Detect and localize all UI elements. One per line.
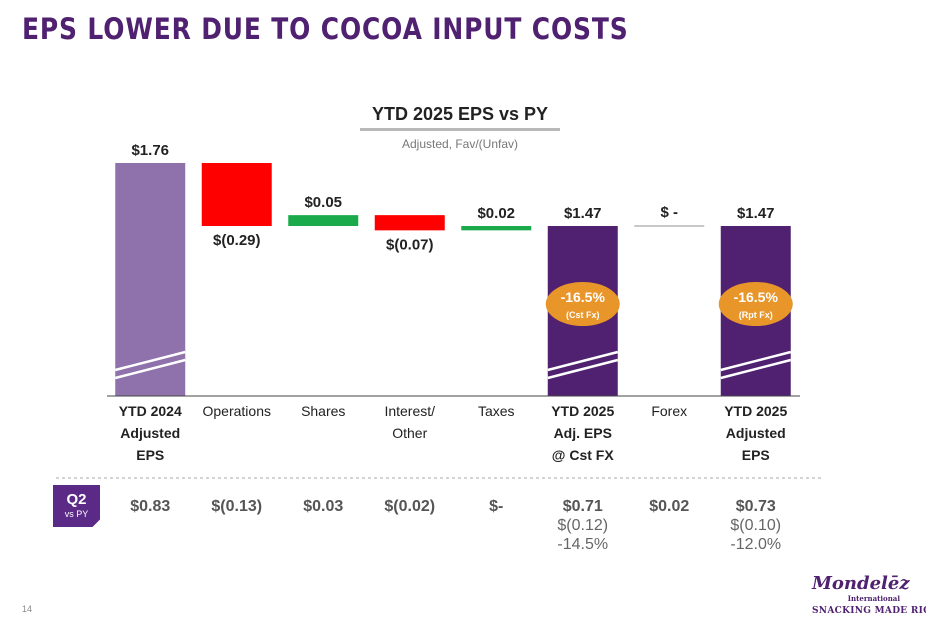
q2-value: $(0.02)	[384, 498, 436, 515]
q2-value-cell: $(0.13)	[187, 497, 287, 516]
bar-value-label: $ -	[660, 204, 678, 221]
q2-badge-label: Q2	[66, 491, 87, 508]
change-badge: -16.5% (Rpt Fx)	[718, 282, 793, 326]
bar-operations	[201, 163, 272, 226]
logo-tagline: SNACKING MADE RIGHT	[812, 606, 926, 616]
bar-taxes	[461, 226, 532, 231]
axis-break-mark	[547, 350, 619, 380]
category-label: YTD 2025 Adjusted EPS	[724, 403, 787, 463]
q2-value-detail: -14.5%	[557, 536, 609, 553]
logo-sub: International	[847, 594, 900, 603]
bar-forex	[634, 225, 705, 227]
q2-value: $0.02	[649, 498, 690, 515]
category-label: Operations	[203, 403, 271, 419]
q2-value-cell: $0.83	[100, 497, 200, 516]
q2-value: $0.03	[303, 498, 344, 515]
q2-value: $0.73	[735, 498, 776, 515]
q2-value-cell: $-	[446, 497, 546, 516]
category-label: YTD 2024 Adjusted EPS	[119, 403, 182, 463]
q2-value: $(0.13)	[211, 498, 263, 515]
q2-value: $0.83	[130, 498, 171, 515]
badge-basis: (Rpt Fx)	[739, 310, 773, 320]
bar-value-label: $1.76	[131, 142, 169, 159]
category-label: Shares	[301, 403, 345, 419]
bar-value-label: $1.47	[564, 205, 602, 222]
badge-percent: -16.5%	[561, 289, 606, 305]
q2-value-cell: $(0.02)	[360, 497, 460, 516]
badge-percent: -16.5%	[734, 289, 779, 305]
q2-badge-sub: vs PY	[64, 509, 89, 519]
bar-value-label: $(0.29)	[213, 232, 261, 249]
category-label: YTD 2025 Adj. EPS @ Cst FX	[551, 403, 614, 463]
page-headline: EPS LOWER DUE TO COCOA INPUT COSTS	[22, 12, 629, 46]
category-labels: YTD 2024 Adjusted EPS Operations Shares Inter…	[119, 403, 788, 463]
bar-value-label: $0.05	[304, 194, 342, 211]
q2-value-detail: $(0.12)	[557, 517, 609, 534]
chart-title: YTD 2025 EPS vs PY	[360, 104, 560, 131]
waterfall-chart: $1.76 $(0.29) $0.05 $(0.07) $0.02 $1.47 -16.5%…	[56, 142, 823, 479]
q2-value-cell: $0.03	[273, 497, 373, 516]
category-label: Forex	[651, 403, 687, 419]
q2-value: $0.71	[562, 498, 603, 515]
change-badge: -16.5% (Cst Fx)	[545, 282, 620, 326]
q2-value: $-	[489, 498, 504, 515]
q2-value-cell: $0.02	[619, 497, 719, 516]
bar-value-label: $(0.07)	[386, 236, 434, 253]
company-logo: Mondelēz International SNACKING MADE RIG…	[812, 573, 926, 617]
chart-marks: $1.76 $(0.29) $0.05 $(0.07) $0.02 $1.47 -16.5%…	[114, 142, 793, 396]
q2-value-detail: -12.0%	[730, 536, 782, 553]
q2-value-detail: $(0.10)	[730, 517, 782, 534]
axis-break-mark	[114, 350, 186, 380]
category-label: Taxes	[478, 403, 515, 419]
bar-interest-other	[374, 215, 445, 231]
chart-subtitle: Adjusted, Fav/(Unfav)	[401, 137, 519, 151]
axis-break-mark	[720, 350, 792, 380]
q2-value-cell: $0.71 $(0.12) -14.5%	[533, 497, 633, 554]
bar-ytd-2024-adjusted-eps	[115, 163, 186, 396]
q2-badge: Q2 vs PY	[53, 485, 100, 527]
bar-value-label: $0.02	[477, 205, 515, 222]
bar-value-label: $1.47	[737, 205, 775, 222]
category-label: Interest/Other	[384, 403, 435, 441]
logo-name: Mondelēz	[812, 573, 910, 594]
q2-value-cell: $0.73 $(0.10) -12.0%	[706, 497, 806, 554]
page-number: 14	[22, 604, 33, 614]
bar-shares	[288, 215, 359, 226]
badge-basis: (Cst Fx)	[566, 310, 600, 320]
